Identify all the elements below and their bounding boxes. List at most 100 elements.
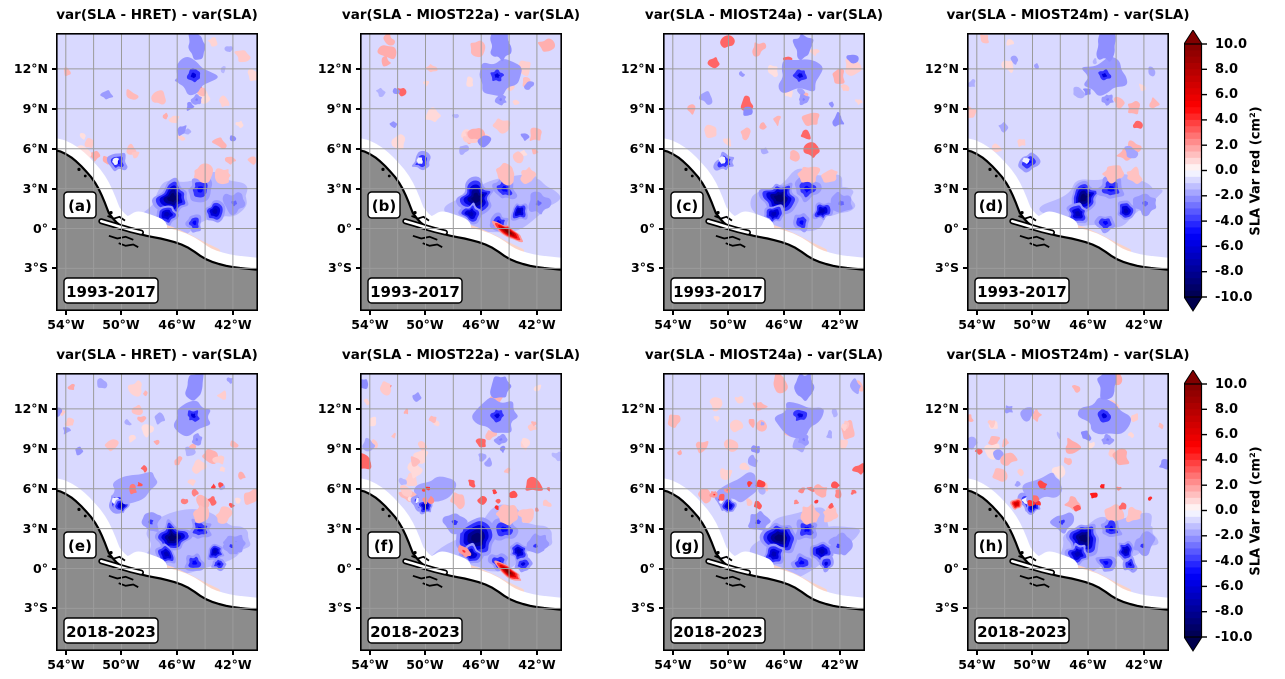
y-tick-mark	[356, 408, 360, 410]
land-mass	[946, 142, 1172, 311]
colorbar-arrow-up	[1183, 369, 1203, 385]
x-tick-label: 50°W	[102, 317, 140, 332]
colorbar-tick-label: -4.0	[1215, 554, 1244, 569]
y-tick-label: 0°	[337, 221, 352, 236]
panel-title: var(SLA - HRET) - var(SLA)	[56, 7, 258, 23]
colorbar-outline	[1183, 383, 1203, 638]
y-tick-label: 0°	[33, 221, 48, 236]
x-tick-label: 46°W	[158, 657, 196, 672]
x-tick-label: 50°W	[406, 657, 444, 672]
panel-label-badge: (e)	[63, 531, 97, 559]
delta-nodata-patch	[1027, 551, 1079, 580]
colorbar-tick-label: 2.0	[1215, 478, 1239, 493]
amazon-delta-detail	[988, 167, 1055, 248]
colorbar-tick-label: 8.0	[1215, 402, 1239, 417]
map-panel-g: var(SLA - MIOST24a) - var(SLA) (g) 2018-20…	[621, 347, 883, 672]
y-tick-label: 6°N	[22, 481, 48, 496]
map-panel-f: var(SLA - MIOST22a) - var(SLA) (f) 2018-20…	[318, 347, 580, 672]
colorbar-tick-label: 6.0	[1215, 427, 1239, 442]
y-tick-label: 3°N	[326, 521, 352, 536]
period-label: 1993-2017	[673, 283, 763, 301]
graticule	[663, 33, 865, 311]
colorbar-tick-label: -6.0	[1215, 239, 1244, 254]
colorbar-outline	[1183, 43, 1203, 298]
x-tick-label: 46°W	[462, 317, 500, 332]
delta-nodata-patch	[116, 551, 168, 580]
y-tick-label: 6°N	[629, 481, 655, 496]
panel-border	[967, 33, 1169, 311]
y-tick-mark	[356, 188, 360, 190]
y-tick-mark	[963, 528, 967, 530]
y-tick-mark	[52, 68, 56, 70]
x-tick-label: 46°W	[1069, 317, 1107, 332]
y-tick-label: 6°N	[933, 141, 959, 156]
x-tick-label: 46°W	[158, 317, 196, 332]
period-badge: 1993-2017	[63, 277, 159, 304]
y-tick-label: 3°S	[328, 600, 352, 615]
y-tick-label: 12°N	[13, 61, 48, 76]
x-tick-mark	[783, 651, 785, 655]
y-tick-label: 6°N	[629, 141, 655, 156]
delta-nodata-patch	[420, 551, 472, 580]
x-tick-label: 50°W	[709, 657, 747, 672]
x-tick-label: 54°W	[654, 657, 692, 672]
panel-label-badge: (h)	[974, 531, 1008, 559]
y-tick-mark	[963, 148, 967, 150]
colorbar-tick-label: 8.0	[1215, 62, 1239, 77]
panel-label-badge: (g)	[670, 531, 704, 559]
graticule	[663, 373, 865, 651]
y-tick-mark	[963, 108, 967, 110]
y-tick-label: 3°N	[629, 521, 655, 536]
colorbar-tick-label: -4.0	[1215, 214, 1244, 229]
y-tick-label: 3°N	[629, 181, 655, 196]
y-tick-mark	[356, 568, 360, 570]
map-panel-h: var(SLA - MIOST24m) - var(SLA) (h) 2018-20…	[925, 347, 1190, 672]
y-tick-mark	[963, 568, 967, 570]
x-tick-label: 50°W	[406, 317, 444, 332]
y-tick-mark	[52, 568, 56, 570]
period-badge: 2018-2023	[670, 617, 766, 644]
x-tick-mark	[727, 651, 729, 655]
period-label: 1993-2017	[66, 283, 156, 301]
amazon-delta-detail	[684, 507, 751, 588]
x-tick-mark	[536, 651, 538, 655]
x-tick-label: 50°W	[1013, 317, 1051, 332]
colorbar-tick-label: -8.0	[1215, 264, 1244, 279]
y-tick-mark	[659, 448, 663, 450]
y-tick-label: 3°N	[933, 181, 959, 196]
x-tick-label: 42°W	[1125, 657, 1163, 672]
y-tick-label: 9°N	[22, 101, 48, 116]
graticule	[967, 373, 1169, 651]
amazon-delta-detail	[988, 507, 1055, 588]
x-tick-label: 54°W	[47, 657, 85, 672]
x-tick-label: 46°W	[765, 317, 803, 332]
variance-anomaly-blobs	[109, 372, 251, 575]
y-tick-mark	[659, 228, 663, 230]
period-label: 2018-2023	[66, 623, 156, 641]
x-tick-mark	[176, 311, 178, 315]
y-tick-label: 3°N	[933, 521, 959, 536]
y-tick-label: 0°	[640, 221, 655, 236]
x-tick-mark	[1087, 651, 1089, 655]
colorbar-tick-label: 6.0	[1215, 87, 1239, 102]
y-tick-label: 3°S	[24, 600, 48, 615]
y-tick-mark	[52, 488, 56, 490]
colorbar-tick-label: -8.0	[1215, 604, 1244, 619]
y-tick-mark	[659, 488, 663, 490]
colorbar-axis-label: SLA Var red (cm²)	[1248, 106, 1264, 236]
land-mass	[339, 142, 565, 311]
panel-border	[360, 33, 562, 311]
y-tick-label: 12°N	[13, 401, 48, 416]
panel-title: var(SLA - HRET) - var(SLA)	[56, 347, 258, 363]
colorbar-tick-label: 10.0	[1215, 37, 1248, 52]
y-tick-label: 9°N	[629, 101, 655, 116]
x-tick-mark	[672, 651, 674, 655]
y-tick-label: 6°N	[933, 481, 959, 496]
delta-nodata-patch	[723, 211, 775, 240]
y-tick-mark	[963, 188, 967, 190]
panel-label: (b)	[372, 197, 396, 215]
colorbar-arrow-up	[1183, 29, 1203, 45]
land-mass	[339, 482, 565, 651]
y-tick-mark	[52, 267, 56, 269]
